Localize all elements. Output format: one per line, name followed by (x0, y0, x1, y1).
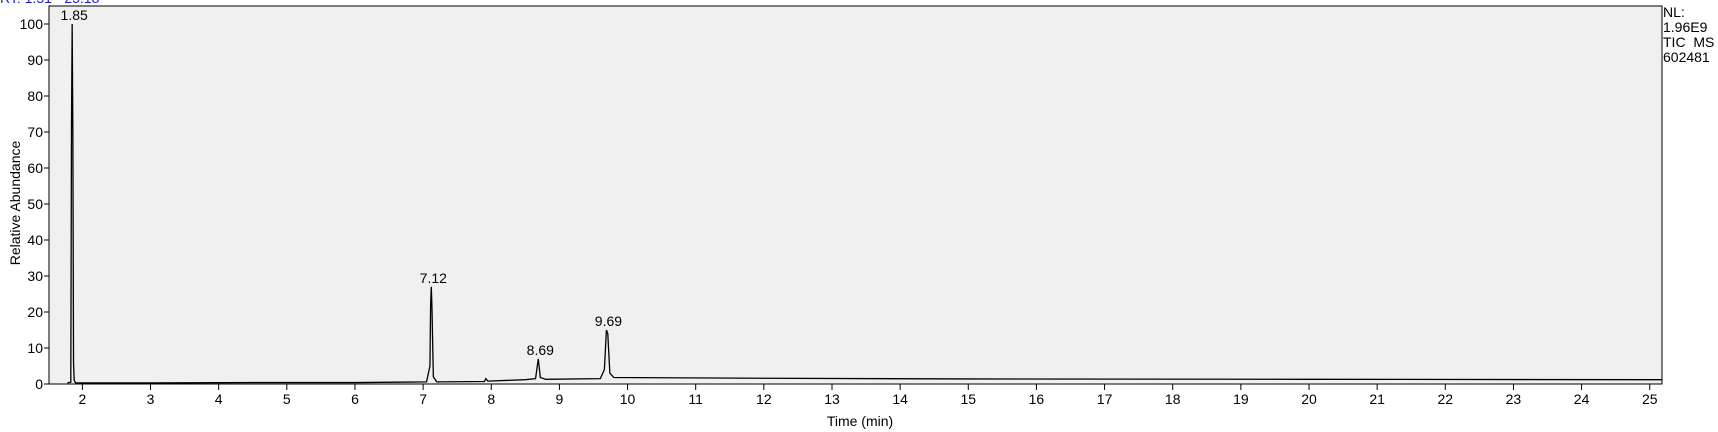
info-text: 1.96E9 (1663, 19, 1708, 35)
x-tick-label: 19 (1233, 391, 1249, 407)
x-tick-label: 9 (556, 391, 564, 407)
x-tick-label: 13 (824, 391, 840, 407)
x-tick-label: 14 (892, 391, 908, 407)
y-tick-label: 10 (27, 340, 43, 356)
trace (67, 23, 1663, 384)
x-tick-label: 5 (283, 391, 291, 407)
info-text: NL: (1663, 4, 1685, 20)
y-tick-label: 100 (20, 16, 44, 32)
x-tick-label: 17 (1097, 391, 1113, 407)
x-tick-label: 20 (1301, 391, 1317, 407)
x-tick-label: 2 (78, 391, 86, 407)
x-tick-label: 18 (1165, 391, 1181, 407)
y-tick-label: 0 (35, 376, 43, 392)
x-tick-label: 22 (1438, 391, 1454, 407)
info-text: 602481 (1663, 49, 1710, 65)
info-text: TIC MS (1663, 34, 1714, 50)
peak-label: 7.12 (420, 270, 447, 286)
y-tick-label: 80 (27, 88, 43, 104)
x-tick-label: 21 (1369, 391, 1385, 407)
x-tick-label: 23 (1506, 391, 1522, 407)
x-tick-label: 10 (620, 391, 636, 407)
y-tick-label: 50 (27, 196, 43, 212)
peak-label: 8.69 (527, 342, 554, 358)
y-tick-label: 90 (27, 52, 43, 68)
peak-label: 9.69 (595, 313, 622, 329)
x-tick-label: 12 (756, 391, 772, 407)
y-tick-label: 60 (27, 160, 43, 176)
peak-label: 1.85 (61, 7, 88, 23)
x-tick-label: 3 (147, 391, 155, 407)
y-tick-label: 30 (27, 268, 43, 284)
y-tick-label: 70 (27, 124, 43, 140)
x-tick-label: 16 (1029, 391, 1045, 407)
x-tick-label: 24 (1574, 391, 1590, 407)
x-axis-label: Time (min) (827, 413, 893, 429)
x-tick-label: 7 (419, 391, 427, 407)
x-tick-label: 4 (215, 391, 223, 407)
y-tick-label: 40 (27, 232, 43, 248)
x-tick-label: 11 (688, 391, 703, 407)
range-label: RT: 1.51 - 25.18 (0, 0, 100, 6)
x-tick-label: 6 (351, 391, 359, 407)
y-axis-label: Relative Abundance (7, 141, 23, 266)
plot-area (48, 5, 1663, 385)
x-tick-label: 25 (1642, 391, 1658, 407)
x-tick-label: 15 (960, 391, 976, 407)
y-tick-label: 20 (27, 304, 43, 320)
x-tick-label: 8 (487, 391, 495, 407)
